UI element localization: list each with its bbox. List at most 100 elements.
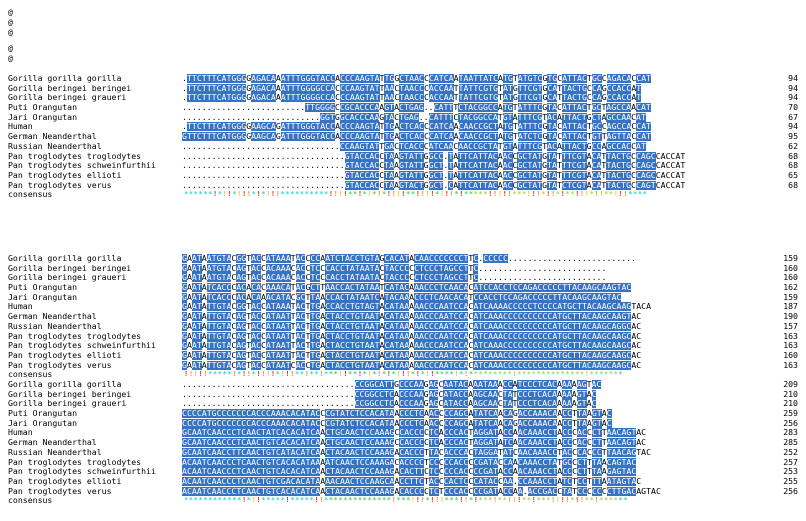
sequence-row: Pan troglodytes troglodytes GAATATTGTACAG… [8, 330, 798, 342]
sequence-row: Human .TTCTTTCATGGGGAAGCAGATTTGGGTACCACCC… [8, 122, 798, 132]
species-name: Pan troglodytes ellioti [8, 476, 122, 486]
sequence-text: GAATATTGTACGGTACCATAAATACTTGACCACCTGTAGT… [182, 302, 652, 312]
sequence-row: Pan troglodytes verus...................… [8, 180, 798, 191]
species-name: Gorilla beringei beringei [8, 389, 132, 399]
sequence-end-position: 256 [783, 417, 798, 428]
sequence-row: Gorilla beringei beringei GAATAATGTACAGTA… [8, 262, 798, 274]
sequence-text: .TTCTTTCATGGGGAAGCAGATTTGGGTACCACCCAAGTA… [182, 122, 652, 132]
species-name: Gorilla beringei beringei [8, 83, 132, 93]
sequence-end-position: 160 [783, 262, 798, 273]
sequence-end-position: 68 [788, 160, 798, 171]
sequence-end-position: 159 [783, 291, 798, 302]
sequence-end-position: 163 [783, 330, 798, 341]
consensus-label: consensus [8, 495, 53, 506]
sequence-text: GAATATCACCCACACACAAACATACGCTTAACCACTATAA… [182, 283, 632, 293]
consensus-symbols: ************!*!!*****!*****!!***********… [184, 496, 629, 505]
species-name: Gorilla gorilla gorilla [8, 74, 122, 83]
sequence-row: Jari Orangutan GAATATCACCCACACAAACATACGCT… [8, 291, 798, 303]
sequence-text: GAATAATGTACAGTACCACAAACACCTCCCACCTATAATA… [182, 273, 607, 283]
sequence-text: GAATATTGTACAGTACCATAATCACCTGACTACCTGTAAT… [182, 360, 642, 370]
sequence-text: ...................................CCGGC… [182, 389, 597, 399]
sequence-text: CCCCATGCCCCCCCACCCAAACACATACCCGTATCTCCAC… [182, 409, 612, 419]
sequence-end-position: 257 [783, 456, 798, 467]
sequence-text: ...................................CCGGC… [182, 380, 602, 389]
species-name: Gorilla beringei graueri [8, 93, 127, 103]
species-name: Pan troglodytes ellioti [8, 170, 122, 180]
sequence-text: ACAATCAACCCTCAACTGTCGACACATAAAACAACTCCAA… [182, 476, 642, 486]
species-name: Puti Orangutan [8, 283, 78, 293]
sequence-text: GAATATCACCCACACAAACATACGCTTAACCACTATAATC… [182, 292, 622, 302]
sequence-text: .........................TTGGGGCCGCACCCA… [182, 103, 651, 113]
species-name: Human [8, 302, 33, 312]
sequence-text: ................................CCAAGTAT… [182, 141, 646, 151]
species-name: Russian Neanderthal [8, 447, 102, 457]
species-name: Pan troglodytes verus [8, 360, 112, 370]
species-name: German Neanderthal [8, 438, 97, 448]
sequence-end-position: 210 [783, 398, 798, 409]
alignment-block-3: Gorilla gorilla gorilla.................… [8, 379, 798, 506]
sequence-end-position: 253 [783, 466, 798, 477]
sequence-end-position: 163 [783, 340, 798, 351]
sequence-row: Jari Orangutan CCCCATGCCCCCCCACCCAAACACAT… [8, 417, 798, 429]
consensus-symbols: ******!*!!*!!!*!*!!!**********!!!!**!*!*… [184, 190, 648, 199]
sequence-text: .TTCTTTCATGGGGAGACAAATTTGGGGCCACCCAAGTAT… [182, 93, 642, 103]
sequence-end-position: 187 [783, 301, 798, 312]
sequence-row: Gorilla beringei beringei .TTCTTTCATGGGGA… [8, 82, 798, 94]
alignment-block-2: Gorilla gorilla gorilla GAATAATGTACGGTACC… [8, 253, 798, 380]
species-name: Human [8, 122, 33, 132]
sequence-text: GCAATCAACCCTCAACTATCACACATCAACTGCAACTCCA… [182, 428, 647, 438]
sequence-row: German Neanderthal GTTCTTTCATGGGGAAGCAGAT… [8, 131, 798, 142]
annotation-symbol: @ [8, 28, 13, 37]
sequence-end-position: 285 [783, 437, 798, 448]
species-name: Human [8, 428, 33, 438]
species-name: Puti Orangutan [8, 103, 78, 113]
sequence-text: GAATATTGTACAGTACCATAATTACTTGACTACCTGTAAT… [182, 312, 642, 322]
sequence-row: Pan troglodytes verus GAATATTGTACAGTACCAT… [8, 360, 798, 371]
sequence-row: Pan troglodytes ellioti.................… [8, 170, 798, 181]
sequence-row: Puti Orangutan GAATATCACCCACACACAAACATACG… [8, 282, 798, 293]
sequence-text: .TTCTTTCATGGGGAGACAAATTTGGGGCCACCCAAGTAT… [182, 83, 642, 93]
sequence-row: Russian Neanderthal GCAATCAACCTTCAACTGTCA… [8, 446, 798, 458]
sequence-row: Gorilla beringei beringei...............… [8, 388, 798, 400]
sequence-text: .................................GTACCAC… [182, 151, 686, 161]
sequence-row: Pan troglodytes schweinfurthii..........… [8, 160, 798, 171]
sequence-row: Gorilla beringei graueri .TTCTTTCATGGGGAG… [8, 93, 798, 103]
sequence-text: ACAATCAACCCTCAACTGTCACACATCAACTACAACTCCA… [182, 467, 637, 477]
species-name: Pan troglodytes ellioti [8, 350, 122, 360]
species-name: Gorilla beringei graueri [8, 273, 127, 283]
species-name: Gorilla gorilla gorilla [8, 254, 122, 263]
sequence-row: Pan troglodytes ellioti ACAATCAACCCTCAACT… [8, 476, 798, 487]
sequence-end-position: 94 [788, 82, 798, 93]
species-name: Gorilla gorilla gorilla [8, 380, 122, 389]
consensus-label: consensus [8, 369, 53, 380]
annotation-symbol: @ [8, 44, 13, 53]
consensus-row: consensus ******!*!!*!!!*!*!!!**********!… [8, 190, 798, 200]
sequence-row: Human GCAATCAACCCTCAACTATCACACATCAACTGCAA… [8, 428, 798, 438]
sequence-row: Russian Neanderthal GAATATTGTACAGTACCATAA… [8, 321, 798, 332]
sequence-end-position: 159 [783, 253, 798, 263]
sequence-row: Gorilla gorilla gorilla .TTCTTTCATGGGGAGA… [8, 73, 798, 84]
sequence-end-position: 94 [788, 73, 798, 83]
sequence-end-position: 252 [783, 446, 798, 457]
sequence-end-position: 67 [788, 111, 798, 122]
sequence-row: Pan troglodytes schweinfurthii ACAATCAACC… [8, 466, 798, 477]
species-name: Pan troglodytes schweinfurthii [8, 161, 156, 171]
sequence-row: Gorilla gorilla gorilla GAATAATGTACGGTACC… [8, 253, 798, 264]
sequence-end-position: 70 [788, 102, 798, 113]
species-name: German Neanderthal [8, 312, 97, 322]
sequence-text: GAATAATGTACAGTACCACAAACACCTCCCACCTATAATA… [182, 263, 607, 273]
sequence-end-position: 162 [783, 282, 798, 293]
species-name: Pan troglodytes troglodytes [8, 457, 142, 467]
consensus-label: consensus [8, 189, 53, 200]
species-name: German Neanderthal [8, 132, 97, 142]
species-name: Pan troglodytes troglodytes [8, 151, 142, 161]
sequence-row: Pan troglodytes ellioti GAATATTGTACAGTACC… [8, 350, 798, 361]
sequence-text: ............................GGTGGCACCCAA… [182, 112, 646, 122]
species-name: Pan troglodytes verus [8, 486, 112, 496]
sequence-text: GAATATTGTACAGTACCATAATTACTTGACTACCTGTAAT… [182, 321, 642, 331]
species-name: Jari Orangutan [8, 418, 78, 428]
sequence-text: .................................GTACCAC… [182, 180, 686, 190]
annotation-symbol: @ [8, 18, 13, 27]
sequence-row: Gorilla gorilla gorilla.................… [8, 379, 798, 390]
sequence-end-position: 210 [783, 388, 798, 399]
